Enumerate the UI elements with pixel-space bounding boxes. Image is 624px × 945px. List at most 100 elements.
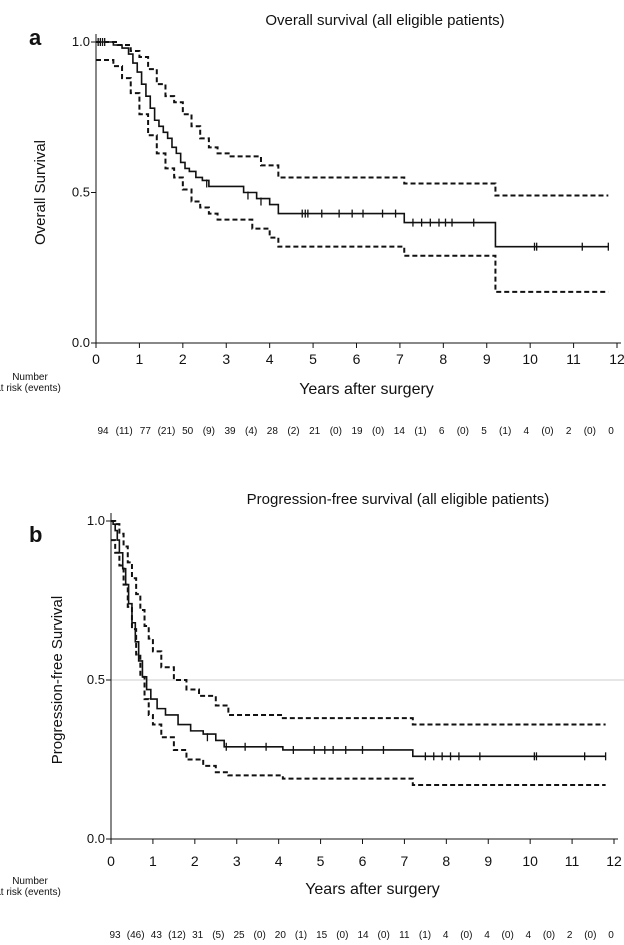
survival-curve bbox=[111, 520, 606, 758]
confidence-bound-1 bbox=[111, 520, 606, 726]
panel-letter: b bbox=[29, 522, 42, 547]
x-tick-label: 5 bbox=[317, 853, 325, 869]
risk-count: 4 bbox=[443, 930, 449, 941]
x-tick-label: 9 bbox=[484, 853, 492, 869]
risk-events: (1) bbox=[295, 930, 307, 941]
confidence-bound-1 bbox=[96, 41, 609, 197]
risk-events: (0) bbox=[543, 930, 555, 941]
risk-count: 5 bbox=[481, 426, 487, 437]
x-tick-label: 5 bbox=[309, 351, 317, 367]
x-tick-label: 1 bbox=[136, 351, 144, 367]
risk-count: 11 bbox=[399, 930, 410, 941]
risk-count: 21 bbox=[309, 426, 321, 437]
risk-events: (9) bbox=[203, 426, 215, 437]
x-tick-label: 7 bbox=[401, 853, 409, 869]
x-tick-label: 2 bbox=[179, 351, 187, 367]
x-tick-label: 10 bbox=[522, 853, 538, 869]
x-tick-label: 4 bbox=[266, 351, 274, 367]
x-tick-label: 12 bbox=[606, 853, 622, 869]
risk-events: (0) bbox=[502, 930, 514, 941]
risk-events: (12) bbox=[168, 930, 186, 941]
risk-count: 20 bbox=[275, 930, 287, 941]
x-tick-label: 3 bbox=[233, 853, 241, 869]
risk-events: (0) bbox=[336, 930, 348, 941]
confidence-bound-2 bbox=[111, 539, 606, 786]
y-axis-label: Progression-free Survival bbox=[49, 596, 66, 764]
risk-events: (1) bbox=[499, 426, 511, 437]
risk-events: (5) bbox=[212, 930, 224, 941]
risk-count: 4 bbox=[524, 426, 530, 437]
x-tick-label: 6 bbox=[359, 853, 367, 869]
risk-events: (0) bbox=[541, 426, 553, 437]
risk-count: 77 bbox=[140, 426, 152, 437]
risk-events: (46) bbox=[127, 930, 145, 941]
y-tick-label: 0.0 bbox=[87, 831, 105, 846]
x-axis-label: Years after surgery bbox=[299, 381, 434, 398]
chart-title: Progression-free survival (all eligible … bbox=[247, 491, 550, 508]
risk-events: (0) bbox=[584, 930, 596, 941]
risk-events: (0) bbox=[584, 426, 596, 437]
y-tick-label: 1.0 bbox=[87, 513, 105, 528]
risk-events: (0) bbox=[372, 426, 384, 437]
x-tick-label: 10 bbox=[522, 351, 538, 367]
risk-events: (0) bbox=[330, 426, 342, 437]
panel-a: a Overall survival (all eligible patients… bbox=[0, 12, 624, 437]
risk-table-label-line2: at risk (events) bbox=[0, 887, 61, 898]
x-tick-label: 4 bbox=[275, 853, 283, 869]
y-tick-label: 1.0 bbox=[72, 34, 90, 49]
risk-count: 0 bbox=[608, 426, 614, 437]
risk-events: (0) bbox=[254, 930, 266, 941]
risk-table-label-line2: at risk (events) bbox=[0, 383, 61, 394]
risk-events: (2) bbox=[287, 426, 299, 437]
risk-count: 4 bbox=[484, 930, 490, 941]
confidence-bound-2 bbox=[96, 59, 609, 293]
risk-events: (0) bbox=[460, 930, 472, 941]
x-tick-label: 7 bbox=[396, 351, 404, 367]
y-tick-label: 0.5 bbox=[87, 672, 105, 687]
risk-events: (1) bbox=[419, 930, 431, 941]
risk-count: 4 bbox=[526, 930, 532, 941]
survival-curve bbox=[96, 41, 609, 248]
x-tick-label: 12 bbox=[609, 351, 624, 367]
x-axis-label: Years after surgery bbox=[305, 881, 440, 898]
risk-count: 39 bbox=[224, 426, 236, 437]
risk-count: 50 bbox=[182, 426, 194, 437]
risk-count: 19 bbox=[351, 426, 363, 437]
risk-events: (1) bbox=[414, 426, 426, 437]
risk-count: 14 bbox=[357, 930, 369, 941]
y-axis-label: Overall Survival bbox=[32, 140, 49, 245]
x-tick-label: 6 bbox=[353, 351, 361, 367]
y-tick-label: 0.5 bbox=[72, 185, 90, 200]
risk-count: 43 bbox=[151, 930, 163, 941]
x-tick-label: 9 bbox=[483, 351, 491, 367]
risk-count: 31 bbox=[192, 930, 204, 941]
risk-events: (4) bbox=[245, 426, 257, 437]
x-tick-label: 11 bbox=[565, 853, 580, 869]
x-tick-label: 3 bbox=[222, 351, 230, 367]
panel-b: b Progression-free survival (all eligible… bbox=[0, 491, 624, 941]
risk-count: 2 bbox=[567, 930, 573, 941]
y-tick-label: 0.0 bbox=[72, 335, 90, 350]
risk-count: 6 bbox=[439, 426, 445, 437]
risk-events: (11) bbox=[116, 426, 133, 437]
chart-title: Overall survival (all eligible patients) bbox=[265, 12, 504, 29]
x-tick-label: 1 bbox=[149, 853, 157, 869]
risk-table-label-line1: Number bbox=[12, 372, 48, 383]
x-tick-label: 0 bbox=[107, 853, 115, 869]
risk-count: 2 bbox=[566, 426, 572, 437]
x-tick-label: 8 bbox=[442, 853, 450, 869]
risk-table-label-line1: Number bbox=[12, 876, 48, 887]
risk-events: (21) bbox=[158, 426, 176, 437]
x-tick-label: 11 bbox=[566, 351, 581, 367]
risk-count: 25 bbox=[233, 930, 245, 941]
panel-letter: a bbox=[29, 25, 42, 50]
risk-count: 94 bbox=[97, 426, 109, 437]
risk-count: 0 bbox=[608, 930, 614, 941]
risk-count: 28 bbox=[267, 426, 279, 437]
x-tick-label: 8 bbox=[439, 351, 447, 367]
x-tick-label: 2 bbox=[191, 853, 199, 869]
risk-count: 93 bbox=[109, 930, 121, 941]
x-tick-label: 0 bbox=[92, 351, 100, 367]
risk-count: 15 bbox=[316, 930, 328, 941]
